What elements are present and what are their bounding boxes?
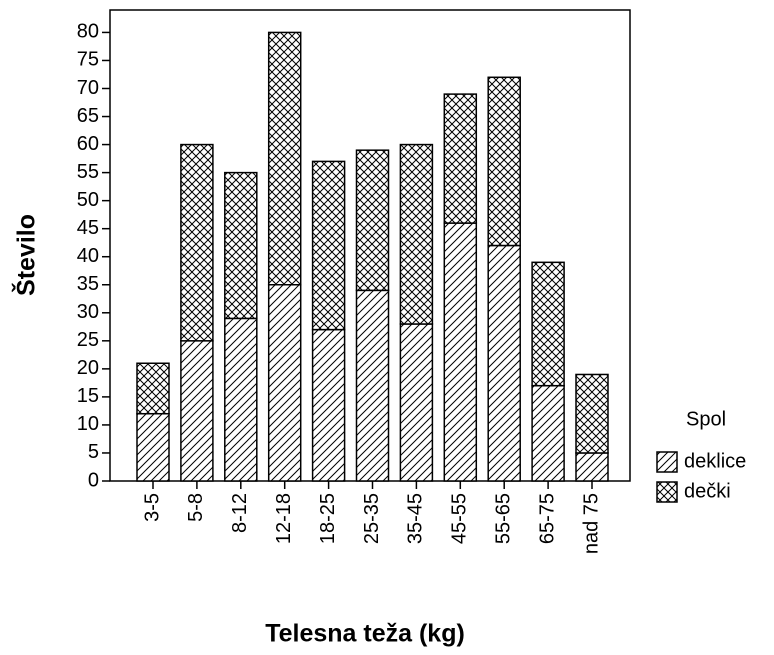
y-tick-label: 80 [77, 21, 99, 43]
y-tick-label: 25 [77, 329, 99, 351]
y-tick-label: 60 [77, 133, 99, 155]
y-tick-label: 5 [88, 441, 99, 463]
bar-segment [487, 76, 521, 247]
x-tick-label: 18-25 [317, 493, 339, 544]
y-tick-label: 35 [77, 273, 99, 295]
bar-segment [355, 149, 390, 292]
y-tick-label: 70 [77, 77, 99, 99]
bar-segment [399, 323, 434, 482]
x-tick-label: 45-55 [449, 493, 471, 544]
x-tick-label: 3-5 [141, 493, 163, 522]
y-tick-label: 40 [77, 245, 99, 267]
bar-segment [224, 171, 258, 320]
bar-segment [575, 373, 609, 454]
x-tick-label: 5-8 [185, 493, 207, 522]
bar-segment [180, 340, 214, 482]
legend-title: Spol [686, 408, 726, 430]
bar-segment [575, 452, 609, 482]
bar-segment [443, 222, 478, 482]
bar-segment [487, 244, 521, 482]
x-tick-label: 25-35 [361, 493, 383, 544]
y-tick-label: 0 [88, 469, 99, 491]
y-axis-title: Število [11, 214, 41, 296]
bar-segment [136, 412, 170, 482]
bar-segment [531, 384, 565, 482]
bar-segment [355, 289, 390, 482]
bar-segment [136, 362, 170, 415]
x-tick-label: nad 75 [580, 493, 602, 554]
x-axis-title: Telesna teža (kg) [265, 620, 465, 648]
bar-segment [267, 31, 302, 286]
y-tick-label: 30 [77, 301, 99, 323]
legend-swatch [656, 451, 678, 473]
y-tick-label: 50 [77, 189, 99, 211]
legend-label: dečki [684, 480, 731, 502]
legend-label: deklice [684, 450, 746, 472]
y-tick-label: 75 [77, 49, 99, 71]
legend-swatch [656, 481, 678, 503]
y-tick-label: 55 [77, 161, 99, 183]
bar-segment [311, 328, 346, 482]
bar-segment [311, 160, 346, 331]
x-tick-label: 8-12 [229, 493, 251, 533]
x-tick-label: 65-75 [536, 493, 558, 544]
y-tick-label: 15 [77, 385, 99, 407]
x-tick-label: 12-18 [273, 493, 295, 544]
bar-segment [443, 93, 478, 224]
y-tick-label: 45 [77, 217, 99, 239]
x-tick-label: 55-65 [492, 493, 514, 544]
bar-segment [531, 261, 565, 387]
x-tick-label: 35-45 [405, 493, 427, 544]
y-tick-label: 20 [77, 357, 99, 379]
bar-segment [180, 143, 214, 342]
bar-segment [224, 317, 258, 482]
y-tick-label: 65 [77, 105, 99, 127]
bar-segment [399, 143, 434, 325]
y-tick-label: 10 [77, 413, 99, 435]
bar-segment [267, 284, 302, 482]
